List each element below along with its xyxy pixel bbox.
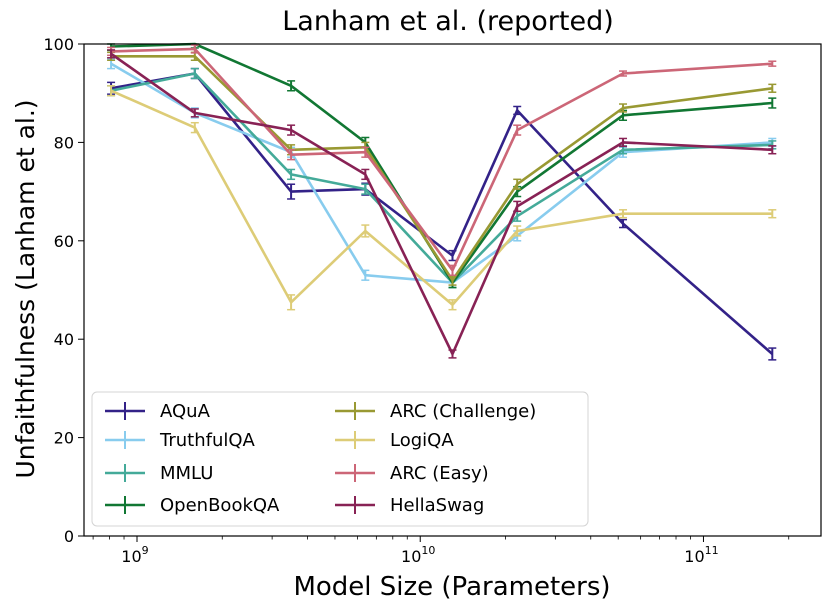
legend-label: ARC (Easy) xyxy=(390,463,489,484)
legend-label: ARC (Challenge) xyxy=(390,401,536,422)
legend-label: MMLU xyxy=(160,463,213,484)
series-arc-easy xyxy=(107,44,777,276)
y-tick-label: 80 xyxy=(54,133,74,152)
legend: AQuA TruthfulQA MMLU OpenBookQA ARC (Challen… xyxy=(91,391,589,527)
series-line xyxy=(110,89,773,307)
series-line xyxy=(111,47,773,272)
legend-item: AQuA xyxy=(105,401,211,422)
legend-item: LogiQA xyxy=(335,430,454,451)
legend-item: HellaSwag xyxy=(335,495,484,516)
y-tick-label: 60 xyxy=(54,232,74,251)
x-axis-label: Model Size (Parameters) xyxy=(293,572,610,602)
legend-label: OpenBookQA xyxy=(160,495,280,516)
chart-title: Lanham et al. (reported) xyxy=(282,6,614,37)
series-line xyxy=(110,72,774,355)
series-line xyxy=(110,62,773,284)
x-tick-label: 1011 xyxy=(684,544,718,566)
y-tick-label: 40 xyxy=(54,330,74,349)
y-tick-label: 100 xyxy=(43,35,74,54)
legend-label: LogiQA xyxy=(390,430,454,451)
legend-label: HellaSwag xyxy=(390,495,484,516)
series-truthfulqa xyxy=(107,58,777,289)
legend-item: MMLU xyxy=(105,463,213,484)
series-openbookqa xyxy=(107,42,777,289)
series-line xyxy=(111,54,773,282)
legend-item: ARC (Easy) xyxy=(335,463,489,484)
y-axis-label: Unfaithfulness (Lanham et al.) xyxy=(11,99,40,478)
y-tick-label: 0 xyxy=(64,527,74,546)
x-axis: 109 1010 1011 xyxy=(92,536,790,566)
legend-item: OpenBookQA xyxy=(105,495,280,516)
legend-label: TruthfulQA xyxy=(159,430,256,451)
legend-item: TruthfulQA xyxy=(105,430,256,451)
x-tick-label: 1010 xyxy=(401,544,435,566)
plot-area xyxy=(107,42,777,361)
series-logiqa xyxy=(107,85,777,311)
y-tick-label: 20 xyxy=(54,429,74,448)
series-line xyxy=(110,52,773,356)
plot-frame xyxy=(83,43,822,537)
x-tick-label: 109 xyxy=(121,544,148,566)
legend-box xyxy=(91,391,589,527)
legend-label: AQuA xyxy=(160,401,211,422)
series-hellaswag xyxy=(107,49,777,359)
series-line xyxy=(110,72,773,284)
y-axis: 0 20 40 60 80 100 xyxy=(43,35,84,546)
legend-item: ARC (Challenge) xyxy=(335,401,536,422)
